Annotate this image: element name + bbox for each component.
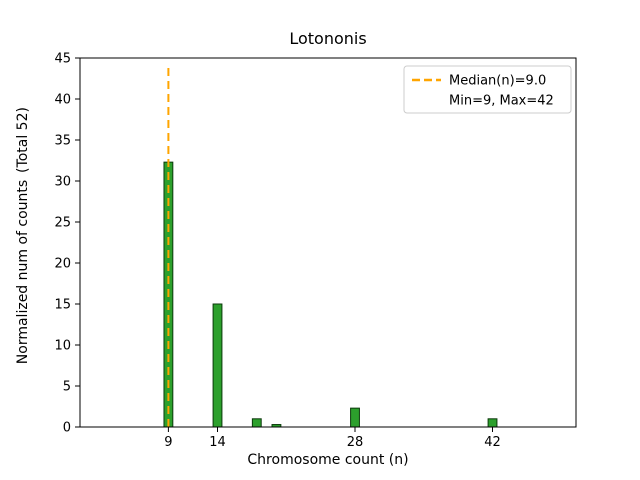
legend-label-median: Median(n)=9.0 [449,74,546,89]
y-axis-label: Normalized num of counts [15,180,31,364]
x-tick-label: 9 [164,435,172,450]
y-tick-label: 40 [54,93,71,108]
y-tick-label: 25 [54,216,71,231]
y-tick-label: 15 [54,298,71,313]
y-tick-label: 20 [54,257,71,272]
chart-title: Lotononis [289,29,366,48]
x-tick-label: 28 [347,435,364,450]
y-axis-total-label: (Total 52) [15,107,31,173]
bar-n-28 [350,407,360,428]
plot-border [79,57,577,428]
y-tick-label: 0 [63,421,71,436]
y-tick-label: 35 [54,134,71,149]
bar-n-14 [212,303,223,428]
legend-box [403,65,572,114]
bar-n-42 [487,418,498,428]
y-tick-label: 45 [54,52,71,67]
y-tick-label: 30 [54,175,71,190]
x-tick-label: 42 [484,435,501,450]
y-tick-label: 10 [54,339,71,354]
x-axis-label: Chromosome count (n) [247,452,408,468]
y-tick-label: 5 [63,380,71,395]
legend-label-minmax: Min=9, Max=42 [449,94,554,109]
x-tick-label: 14 [209,435,226,450]
bar-n-18 [251,418,262,428]
